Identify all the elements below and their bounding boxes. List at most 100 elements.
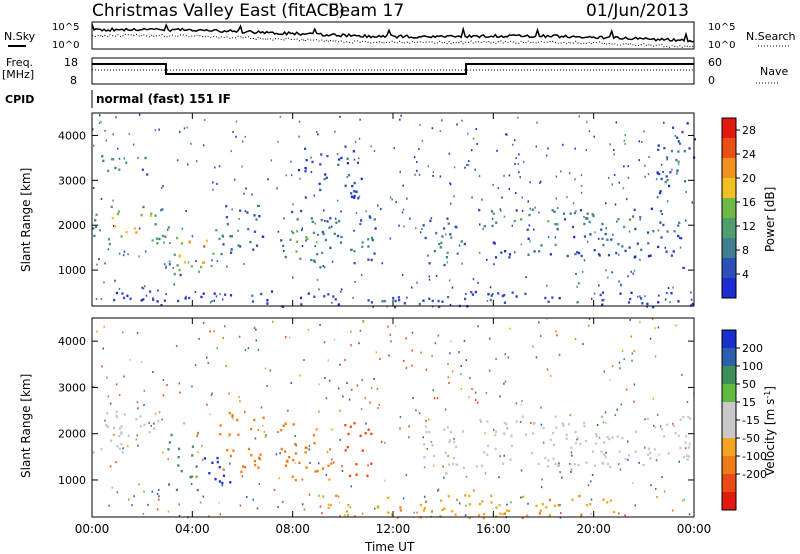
noise-pixel [372,305,374,308]
data-pixel [548,514,552,517]
power-ylabel: Slant Range [km] [19,168,33,272]
data-pixel [210,264,213,268]
noise-pixel [676,172,678,175]
noise-pixel [633,269,636,272]
noise-pixel [243,192,245,195]
noise-pixel [444,408,447,411]
noise-pixel [432,174,434,177]
noise-pixel [511,143,514,146]
noise-pixel [290,174,293,177]
freq-trace [92,63,694,75]
data-pixel [230,251,233,254]
noise-pixel [611,364,614,367]
noise-pixel [449,352,451,355]
data-pixel [510,434,513,437]
nsky-right-tick-top: 10^5 [708,22,735,33]
data-pixel [313,295,316,298]
data-pixel [642,463,645,467]
data-pixel [152,298,155,301]
noise-pixel [560,512,562,515]
data-pixel [315,428,318,431]
noise-pixel [681,373,683,376]
noise-pixel [450,340,452,343]
noise-pixel [506,503,508,506]
data-pixel [670,291,673,295]
data-pixel [677,434,680,438]
noise-pixel [484,432,486,435]
noise-pixel [362,321,365,324]
noise-pixel [359,329,362,332]
noise-pixel [226,265,228,268]
noise-pixel [123,375,125,378]
noise-pixel [580,184,583,187]
data-pixel [326,220,329,223]
data-pixel [422,443,426,446]
noise-pixel [330,458,333,461]
data-pixel [677,224,680,227]
data-pixel [148,430,151,434]
noise-pixel [257,348,260,351]
noise-pixel [495,357,497,360]
noise-pixel [350,485,353,488]
noise-pixel [160,186,163,189]
noise-pixel [539,181,541,184]
data-pixel [580,254,583,258]
noise-pixel [611,271,613,274]
data-pixel [251,300,255,303]
noise-pixel [472,278,475,281]
data-pixel [665,175,668,178]
noise-pixel [212,181,214,184]
noise-pixel [561,476,563,479]
noise-pixel [239,400,241,403]
y-tick-label: 1000 [58,264,86,277]
noise-pixel [613,149,615,152]
data-pixel [280,239,283,242]
noise-pixel [158,411,161,414]
noise-pixel [92,144,95,147]
data-pixel [319,188,322,192]
data-pixel [202,292,205,295]
data-pixel [490,210,494,213]
data-pixel [532,432,535,435]
noise-pixel [488,369,491,372]
noise-pixel [477,281,479,284]
noise-pixel [175,345,178,348]
data-pixel [646,417,649,421]
data-pixel [621,436,624,440]
data-pixel [346,157,349,161]
noise-pixel [506,427,508,430]
data-pixel [494,256,498,259]
noise-pixel [446,261,449,264]
noise-pixel [560,170,562,173]
noise-pixel [183,422,185,425]
noise-pixel [559,516,562,519]
noise-pixel [231,208,233,211]
data-pixel [438,242,441,246]
data-pixel [307,292,310,295]
noise-pixel [216,182,218,185]
data-pixel [524,292,527,296]
data-pixel [173,253,176,256]
data-pixel [656,171,659,174]
noise-pixel [100,197,103,200]
noise-pixel [631,352,634,355]
data-pixel [353,196,356,199]
data-pixel [600,450,603,453]
noise-pixel [588,130,591,133]
noise-pixel [402,184,404,187]
noise-pixel [202,495,205,498]
data-pixel [230,248,233,251]
data-pixel [212,252,215,255]
data-pixel [344,449,347,452]
noise-pixel [520,496,522,499]
data-pixel [253,459,257,463]
noise-pixel [691,201,694,204]
noise-pixel [669,301,671,304]
noise-pixel [118,287,121,290]
data-pixel [503,294,506,297]
noise-pixel [137,156,139,159]
noise-pixel [358,342,360,345]
data-pixel [657,144,660,147]
data-pixel [195,475,198,479]
noise-pixel [684,219,687,222]
